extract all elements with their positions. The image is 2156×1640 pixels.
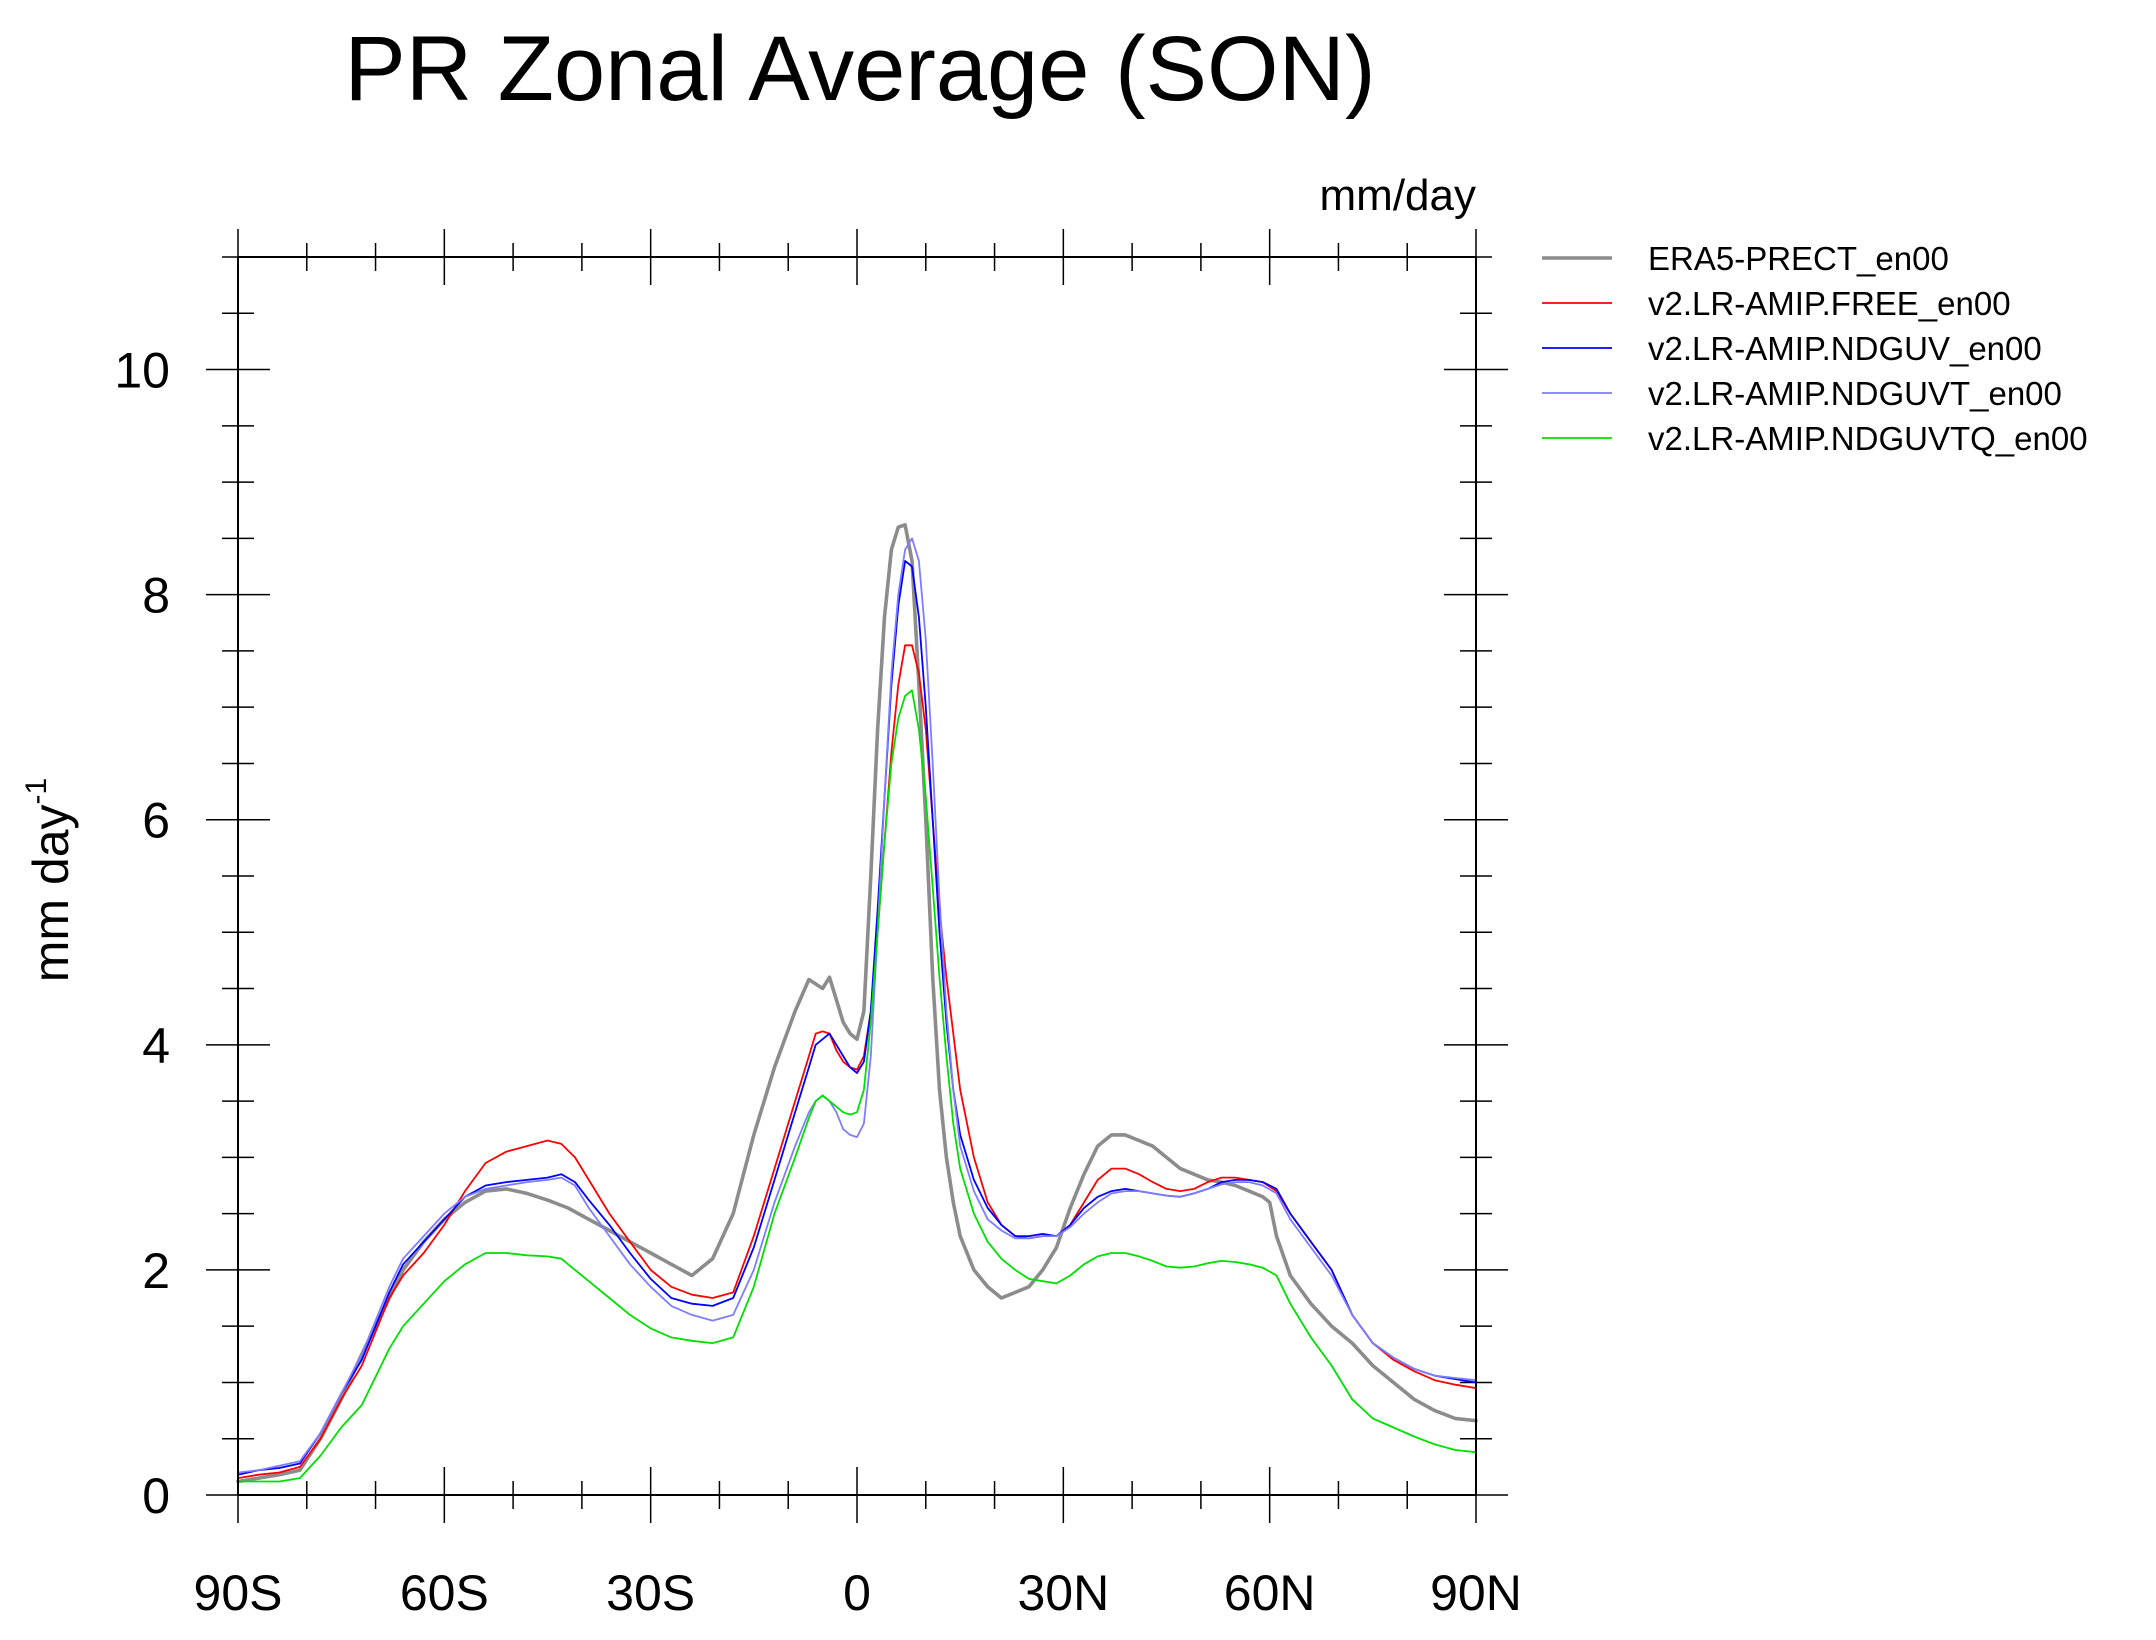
plot-lines — [236, 523, 1478, 1484]
x-tick-label-60N: 60N — [1224, 1565, 1316, 1621]
y-tick-label-8: 8 — [142, 568, 170, 624]
legend-label-v2.LR-AMIP.NDGUVTQ_en00: v2.LR-AMIP.NDGUVTQ_en00 — [1648, 420, 2088, 457]
legend: ERA5-PRECT_en00 v2.LR-AMIP.FREE_en00 v2.LR… — [1542, 240, 2088, 457]
legend-label-ERA5-PRECT_en00: ERA5-PRECT_en00 — [1648, 240, 1949, 277]
legend-label-v2.LR-AMIP.FREE_en00: v2.LR-AMIP.FREE_en00 — [1648, 285, 2011, 322]
x-tick-label-90S: 90S — [194, 1565, 283, 1621]
x-tick-labels: 90S 60S 30S 0 30N 60N 90N — [194, 1565, 1522, 1621]
series-line-v2.LR-AMIP.FREE_en00 — [237, 644, 1477, 1479]
y-tick-label-2: 2 — [142, 1243, 170, 1299]
legend-label-v2.LR-AMIP.NDGUVT_en00: v2.LR-AMIP.NDGUVT_en00 — [1648, 375, 2062, 412]
y-tick-label-4: 4 — [142, 1018, 170, 1074]
y-tick-label-6: 6 — [142, 793, 170, 849]
y-axis-label-superscript: -1 — [20, 778, 53, 805]
y-axis-label-text: mm day — [23, 804, 79, 982]
x-tick-label-30N: 30N — [1017, 1565, 1109, 1621]
x-tick-label-0: 0 — [843, 1565, 871, 1621]
series-line-v2.LR-AMIP.NDGUVTQ_en00 — [237, 689, 1477, 1483]
x-tick-label-60S: 60S — [400, 1565, 489, 1621]
y-axis-label: mm day-1 — [20, 778, 79, 983]
y-tick-label-0: 0 — [142, 1468, 170, 1524]
units-label: mm/day — [1320, 171, 1476, 220]
legend-label-v2.LR-AMIP.NDGUV_en00: v2.LR-AMIP.NDGUV_en00 — [1648, 330, 2042, 367]
x-tick-label-30S: 30S — [606, 1565, 695, 1621]
series-line-ERA5-PRECT_en00 — [236, 523, 1478, 1484]
chart-title: PR Zonal Average (SON) — [344, 18, 1375, 120]
series-line-v2.LR-AMIP.NDGUVT_en00 — [237, 537, 1477, 1474]
y-tick-labels: 0 2 4 6 8 10 — [114, 343, 170, 1524]
x-tick-label-90N: 90N — [1430, 1565, 1522, 1621]
series-line-v2.LR-AMIP.NDGUV_en00 — [237, 560, 1477, 1476]
plot-frame — [237, 256, 1477, 1496]
y-tick-label-10: 10 — [114, 343, 170, 399]
